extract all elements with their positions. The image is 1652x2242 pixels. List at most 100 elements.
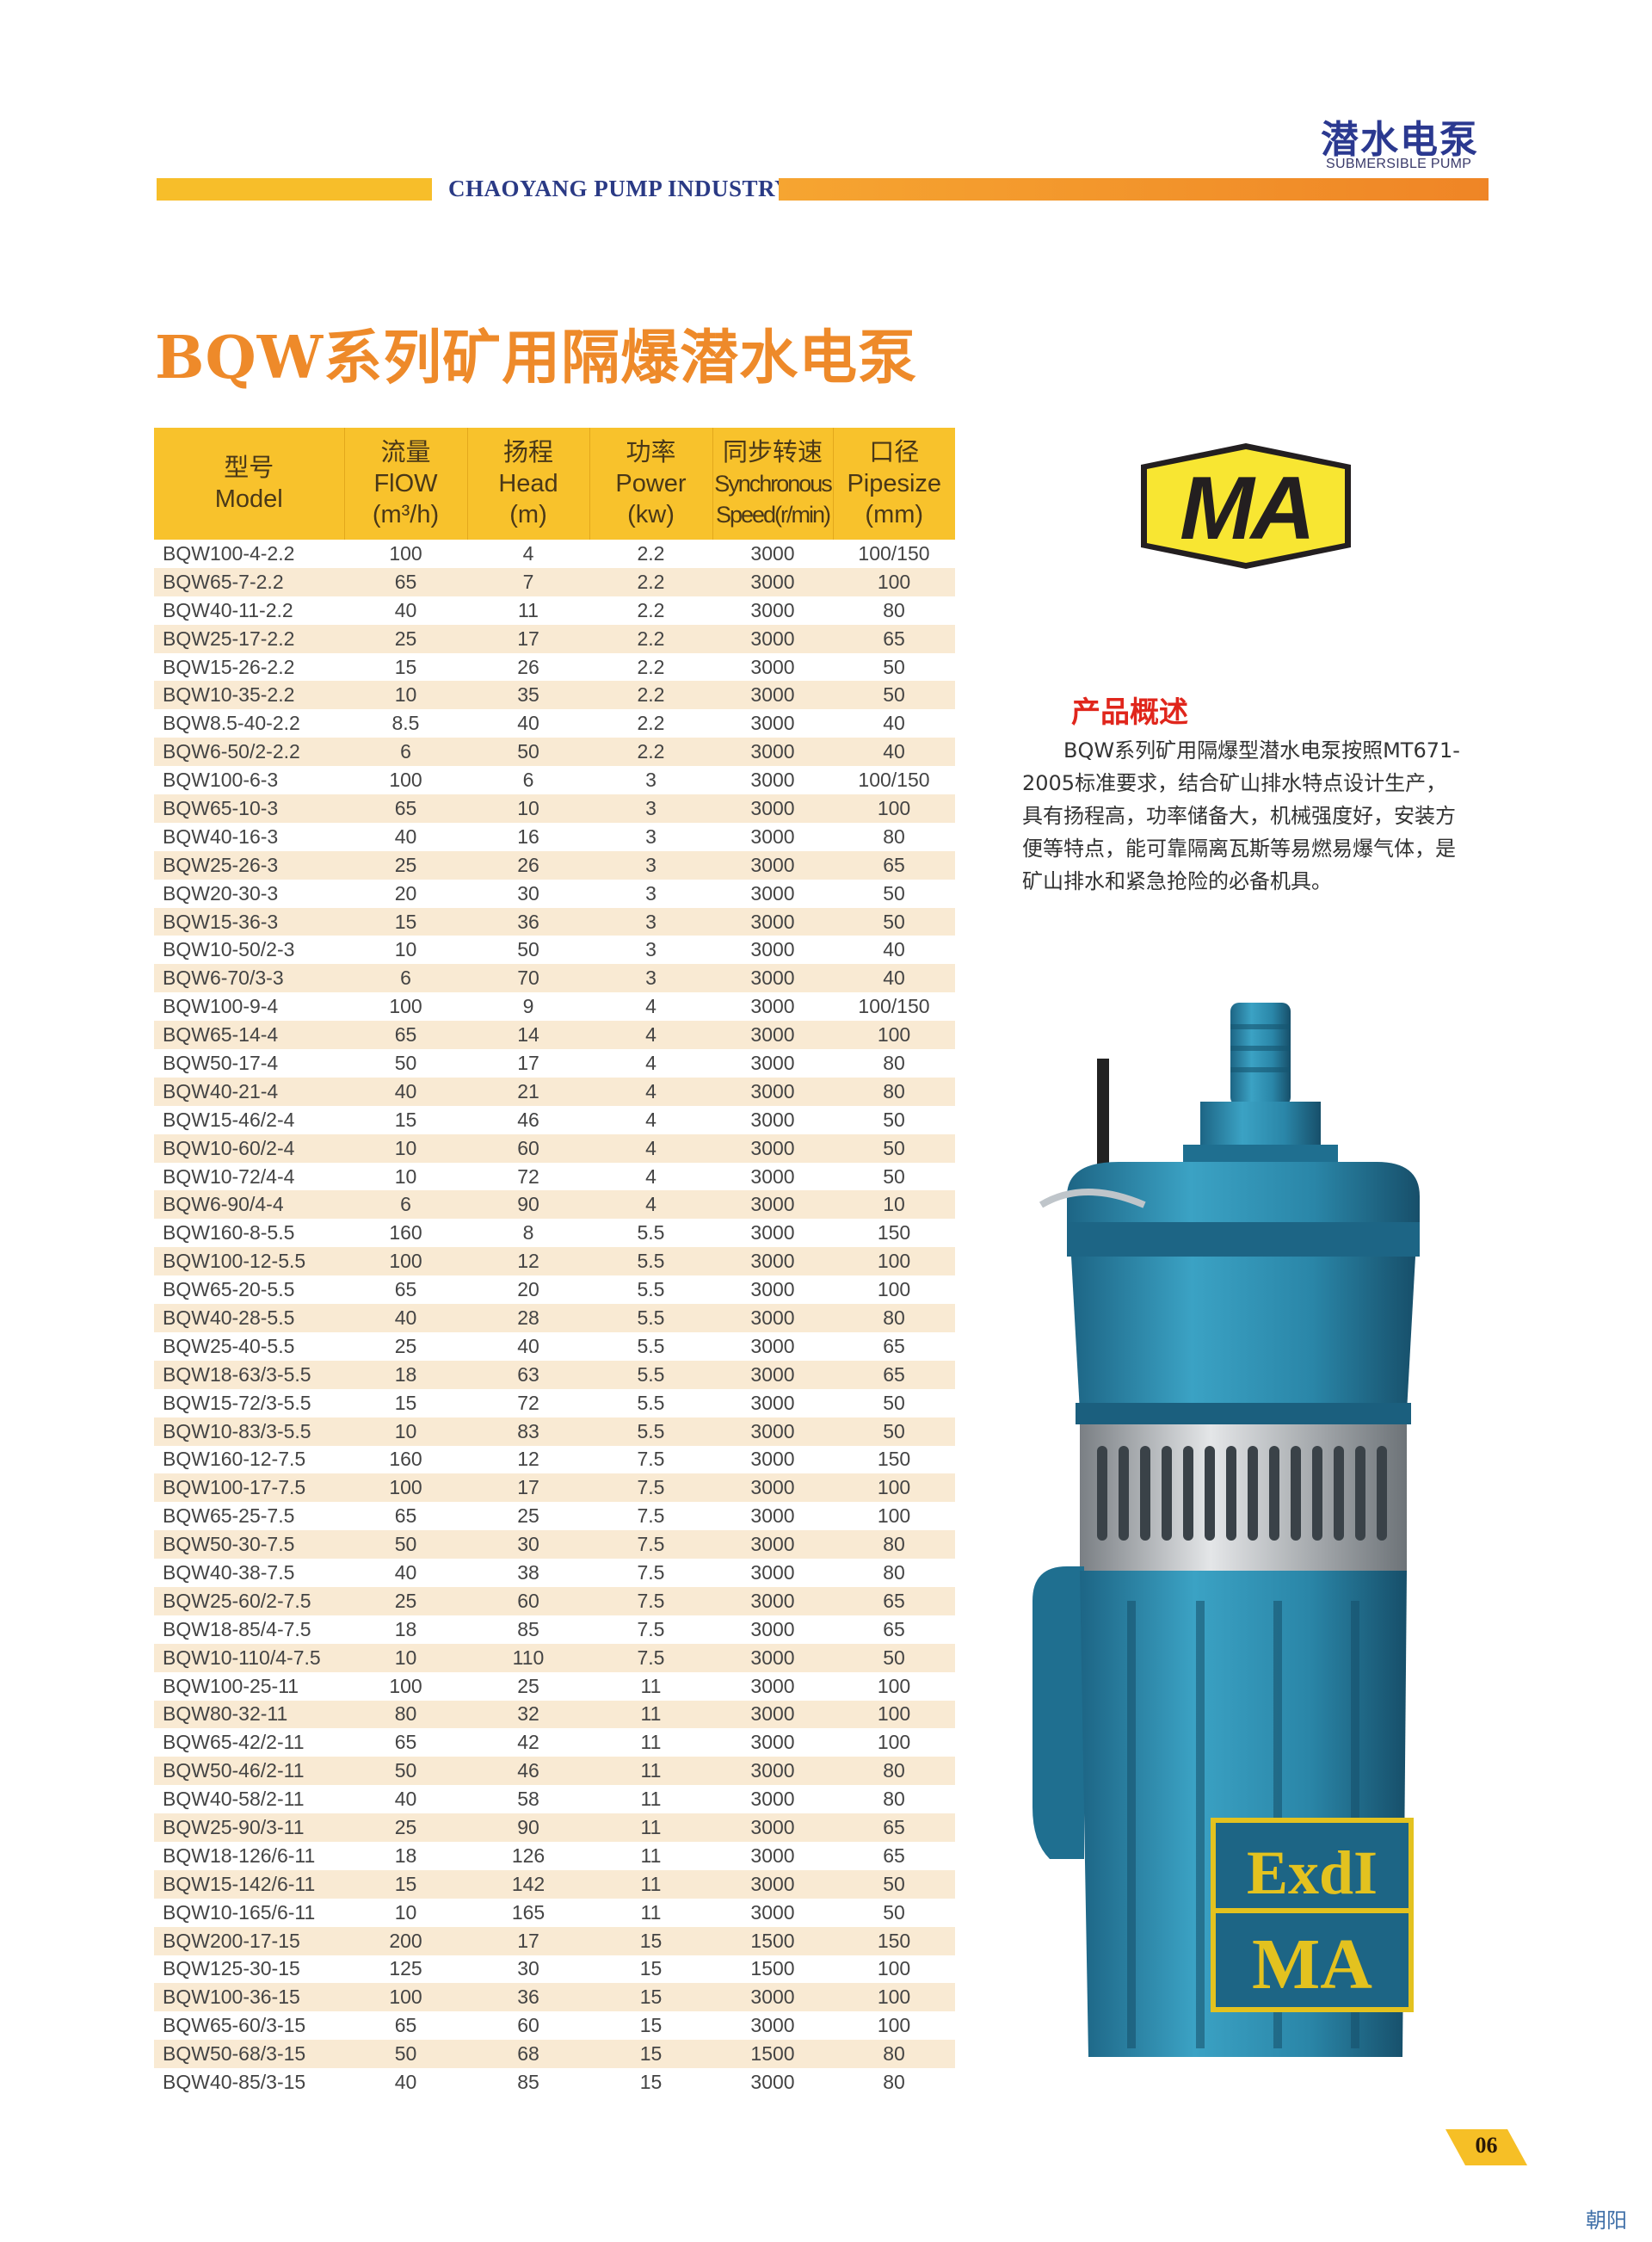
cell-model: BQW18-85/4-7.5: [163, 1617, 311, 1640]
cell-flow: 15: [344, 1869, 467, 1899]
cell-flow: 65: [394, 1731, 417, 1754]
overview-line: 矿山排水和紧急抢险的必备机具。: [1022, 869, 1332, 893]
cell-model: BQW10-165/6-11: [163, 1900, 316, 1924]
table-row: BQW80-32-11 80 32 11 3000 100: [154, 1700, 955, 1729]
cell-flow: 10: [344, 1417, 467, 1446]
table-row: BQW15-36-3 15 36 3 3000 50: [154, 907, 955, 936]
cell-head: 126: [511, 1844, 546, 1867]
svg-text:MA: MA: [1180, 459, 1312, 559]
cell-flow: 65: [344, 567, 467, 596]
cell-power: 5.5: [589, 1360, 712, 1389]
cell-flow: 40: [394, 825, 417, 848]
cell-head: 46: [517, 1108, 539, 1131]
cell-head: 60: [467, 1133, 589, 1163]
cell-pipesize: 50: [833, 907, 955, 936]
cell-model: BQW100-12-5.5: [154, 1247, 344, 1276]
cell-flow: 25: [344, 624, 467, 653]
cell-pipesize: 100: [833, 794, 955, 823]
cell-flow: 10: [344, 1643, 467, 1672]
table-row: BQW50-30-7.5 50 30 7.5 3000 80: [154, 1530, 955, 1560]
cell-head: 70: [467, 964, 589, 993]
cell-model: BQW80-32-11: [154, 1700, 344, 1729]
cell-power: 3: [645, 769, 656, 792]
cell-power: 11: [589, 1757, 712, 1786]
cell-pipesize: 100: [877, 1504, 911, 1528]
cell-speed: 3000: [712, 567, 833, 596]
cell-model: BQW25-40-5.5: [163, 1334, 295, 1357]
cell-speed: 3000: [712, 850, 833, 880]
cell-speed: 3000: [750, 2071, 795, 2094]
cell-model: BQW100-4-2.2: [163, 541, 295, 565]
cell-pipesize: 80: [883, 2071, 905, 2094]
cell-head: 7: [467, 567, 589, 596]
table-row: BQW40-38-7.5 40 38 7.5 3000 80: [154, 1559, 955, 1587]
cell-pipesize: 80: [883, 825, 905, 848]
cell-pipesize: 100: [833, 1473, 955, 1503]
table-row: BQW10-60/2-4 10 60 4 3000 50: [154, 1133, 955, 1163]
column-header-cn: 功率: [626, 439, 676, 466]
table-row: BQW40-28-5.5 40 28 5.5 3000 80: [154, 1304, 955, 1332]
overview-line: BQW系列矿用隔爆型潜水电泵按照MT671-: [1022, 738, 1460, 763]
cell-pipesize: 150: [877, 1221, 911, 1245]
cell-speed: 3000: [750, 1900, 795, 1924]
cell-head: 40: [517, 1334, 539, 1357]
table-row: BQW50-46/2-11 50 46 11 3000 80: [154, 1757, 955, 1786]
cell-head: 25: [517, 1674, 539, 1697]
cell-pipesize: 65: [883, 1617, 905, 1640]
cell-power: 3: [589, 794, 712, 823]
cell-head: 42: [517, 1731, 539, 1754]
cell-head: 165: [511, 1900, 546, 1924]
cell-pipesize: 100: [877, 2014, 911, 2037]
cell-power: 4: [589, 1190, 712, 1220]
cell-head: 36: [467, 907, 589, 936]
cell-model: BQW10-50/2-3: [163, 938, 295, 961]
table-row: BQW10-83/3-5.5 10 83 5.5 3000 50: [154, 1417, 955, 1446]
cell-head: 72: [517, 1391, 539, 1414]
cell-head: 83: [467, 1417, 589, 1446]
cell-flow: 6: [344, 1190, 467, 1220]
cell-pipesize: 65: [833, 1360, 955, 1389]
cell-flow: 40: [394, 1561, 417, 1584]
cell-speed: 3000: [750, 995, 795, 1018]
overview-line: 2005标准要求，结合矿山排水特点设计生产，: [1022, 771, 1447, 795]
table-row: BQW10-72/4-4 10 72 4 3000 50: [154, 1163, 955, 1191]
cell-model: BQW8.5-40-2.2: [163, 712, 300, 735]
cell-flow: 65: [394, 1278, 417, 1301]
cell-power: 7.5: [637, 1448, 665, 1471]
cell-power: 4: [645, 1108, 656, 1131]
cell-power: 11: [640, 1788, 662, 1811]
cell-power: 15: [589, 1983, 712, 2012]
cell-pipesize: 65: [833, 624, 955, 653]
cell-head: 21: [467, 1077, 589, 1106]
cell-flow: 40: [394, 1788, 417, 1811]
cell-flow: 50: [344, 1530, 467, 1560]
cell-speed: 3000: [750, 1448, 795, 1471]
cell-speed: 3000: [750, 1278, 795, 1301]
cell-power: 11: [589, 1700, 712, 1729]
page-number: 06: [1475, 2133, 1498, 2158]
cell-pipesize: 65: [833, 850, 955, 880]
column-header: 型号 Model: [154, 428, 344, 540]
cell-model: BQW10-60/2-4: [154, 1133, 344, 1163]
cell-model: BQW10-72/4-4: [163, 1164, 295, 1188]
cell-power: 11: [640, 1674, 662, 1697]
cell-speed: 3000: [750, 769, 795, 792]
column-header: 功率 Power (kw): [589, 428, 712, 540]
table-row: BQW100-36-15 100 36 15 3000 100: [154, 1983, 955, 2012]
cell-flow: 18: [394, 1844, 417, 1867]
cell-speed: 3000: [712, 1700, 833, 1729]
cell-speed: 3000: [712, 1247, 833, 1276]
cell-speed: 3000: [712, 964, 833, 993]
page-number-badge: [1446, 2129, 1527, 2165]
cell-flow: 40: [344, 1077, 467, 1106]
table-row: BQW40-11-2.2 40 11 2.2 3000 80: [154, 596, 955, 625]
cell-speed: 3000: [712, 1757, 833, 1786]
footer-brand: 朝阳: [1586, 2208, 1627, 2233]
cell-head: 17: [467, 624, 589, 653]
cell-pipesize: 100/150: [858, 995, 930, 1018]
cell-speed: 3000: [712, 907, 833, 936]
table-row: BQW20-30-3 20 30 3 3000 50: [154, 880, 955, 908]
cell-model: BQW65-25-7.5: [163, 1504, 295, 1528]
cell-head: 8: [522, 1221, 534, 1245]
cell-flow: 15: [394, 1391, 417, 1414]
